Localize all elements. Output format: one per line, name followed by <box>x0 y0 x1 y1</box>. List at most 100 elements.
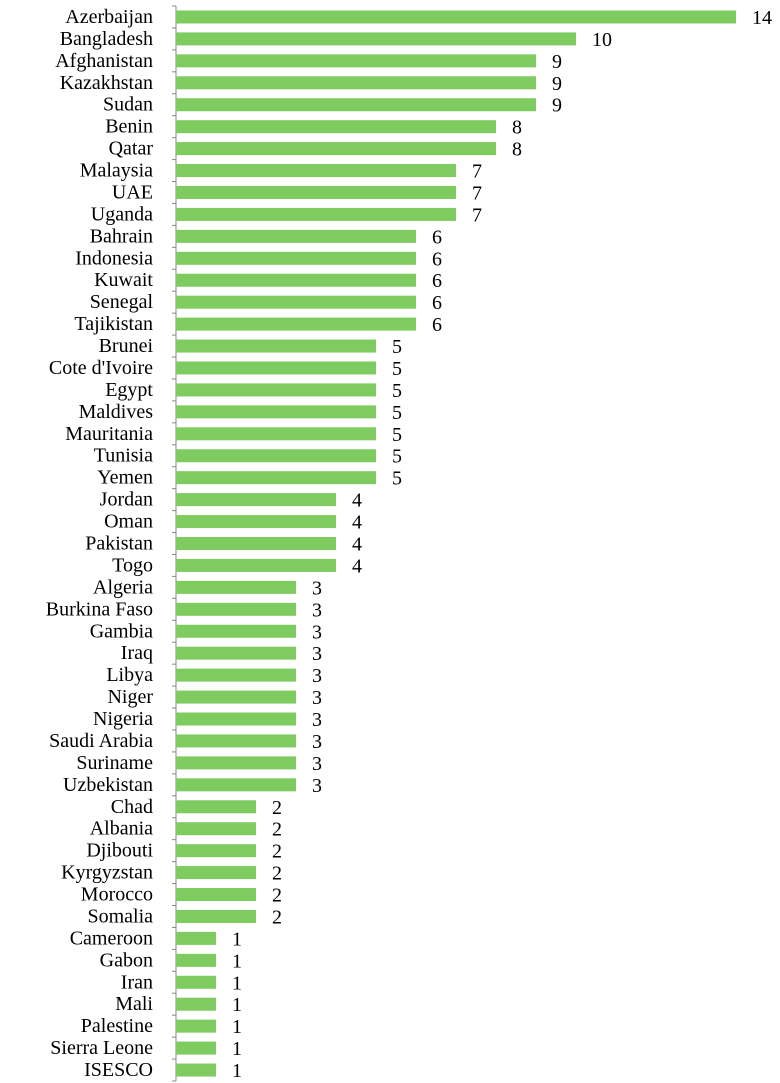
value-label: 4 <box>352 555 362 577</box>
bar <box>176 251 416 265</box>
value-label: 9 <box>552 73 562 95</box>
bar <box>176 493 336 507</box>
category-label: Egypt <box>105 379 153 401</box>
category-label: Nigeria <box>93 708 153 730</box>
value-label: 3 <box>312 577 322 599</box>
category-label: Qatar <box>109 138 154 160</box>
value-label: 3 <box>312 643 322 665</box>
category-label: Gambia <box>90 620 153 642</box>
category-label: Uganda <box>91 203 153 225</box>
category-label: Oman <box>104 511 153 533</box>
bar <box>176 580 296 594</box>
value-label: 3 <box>312 709 322 731</box>
bar <box>176 32 576 46</box>
bar <box>176 449 376 463</box>
value-label: 14 <box>752 7 772 29</box>
category-label: ISESCO <box>84 1059 153 1081</box>
category-label: Indonesia <box>75 247 153 269</box>
value-label: 9 <box>552 95 562 117</box>
category-label: Yemen <box>97 467 153 489</box>
value-label: 7 <box>472 182 482 204</box>
category-label: Mauritania <box>65 423 153 445</box>
value-label: 3 <box>312 599 322 621</box>
category-label: Iran <box>121 971 153 993</box>
category-label: Pakistan <box>85 533 153 555</box>
value-label: 3 <box>312 687 322 709</box>
bar <box>176 98 536 112</box>
category-label: Togo <box>112 554 153 576</box>
value-labels: 1410999887776666655555554444333333333322… <box>232 7 772 1082</box>
category-label: Algeria <box>93 576 153 598</box>
bar <box>176 953 216 967</box>
bar <box>176 120 496 134</box>
category-label: Mali <box>115 993 153 1015</box>
value-label: 5 <box>392 336 402 358</box>
value-label: 2 <box>272 797 282 819</box>
category-label: Tunisia <box>94 445 153 467</box>
value-label: 8 <box>512 117 522 139</box>
value-label: 2 <box>272 819 282 841</box>
bar <box>176 54 536 68</box>
category-label: Benin <box>105 116 153 138</box>
category-label: Suriname <box>76 752 153 774</box>
value-label: 5 <box>392 424 402 446</box>
bar <box>176 164 456 178</box>
value-label: 2 <box>272 885 282 907</box>
bar <box>176 317 416 331</box>
value-label: 5 <box>392 468 402 490</box>
category-label: Tajikistan <box>74 313 153 335</box>
category-label: Chad <box>111 796 153 818</box>
value-label: 9 <box>552 51 562 73</box>
category-label: Morocco <box>81 884 153 906</box>
value-label: 6 <box>432 226 442 248</box>
value-label: 5 <box>392 380 402 402</box>
bar <box>176 1063 216 1077</box>
category-label: Bangladesh <box>60 28 153 50</box>
bar <box>176 185 456 199</box>
bar <box>176 624 296 638</box>
bar <box>176 997 216 1011</box>
value-label: 6 <box>432 314 442 336</box>
bar <box>176 405 376 419</box>
value-label: 1 <box>232 994 242 1016</box>
category-label: Djibouti <box>86 840 153 862</box>
value-label: 7 <box>472 161 482 183</box>
category-label: Jordan <box>100 489 153 511</box>
bar <box>176 975 216 989</box>
value-label: 7 <box>472 204 482 226</box>
category-label: Kazakhstan <box>60 72 153 94</box>
value-label: 2 <box>272 906 282 928</box>
bar <box>176 866 256 880</box>
value-label: 5 <box>392 402 402 424</box>
bar <box>176 295 416 309</box>
bar <box>176 888 256 902</box>
bar <box>176 668 296 682</box>
bar <box>176 778 296 792</box>
value-label: 1 <box>232 972 242 994</box>
bar <box>176 1019 216 1033</box>
value-label: 1 <box>232 950 242 972</box>
value-label: 3 <box>312 665 322 687</box>
bar <box>176 931 216 945</box>
bars <box>176 10 736 1077</box>
bar <box>176 537 336 550</box>
bar <box>176 822 256 836</box>
category-label: Azerbaijan <box>65 6 153 28</box>
bar <box>176 515 336 529</box>
category-label: Kyrgyzstan <box>61 862 153 884</box>
category-label: Gabon <box>100 949 153 971</box>
bar <box>176 273 416 287</box>
bar <box>176 1041 216 1055</box>
category-label: Uzbekistan <box>63 774 153 796</box>
category-label: Senegal <box>90 291 154 313</box>
bar <box>176 800 256 814</box>
value-label: 1 <box>232 928 242 950</box>
category-labels: AzerbaijanBangladeshAfghanistanKazakhsta… <box>46 6 154 1081</box>
category-label: Cameroon <box>70 927 153 949</box>
category-label: Palestine <box>81 1015 153 1037</box>
value-label: 3 <box>312 753 322 775</box>
bar <box>176 844 256 858</box>
bar <box>176 646 296 660</box>
value-label: 2 <box>272 863 282 885</box>
